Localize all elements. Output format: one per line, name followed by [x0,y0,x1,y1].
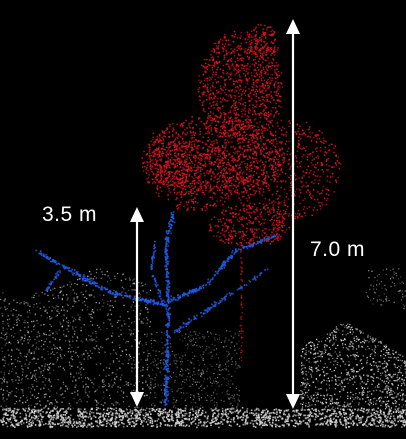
total-height-arrow [286,19,300,409]
arrowhead-down-icon [130,392,144,407]
arrowhead-down-icon [286,394,300,409]
arrowhead-up-icon [286,19,300,34]
stem-points [35,211,278,406]
lower-height-arrow [130,207,144,407]
crown-points [141,24,342,362]
arrowhead-up-icon [130,207,144,222]
ground-points [0,268,406,429]
total-height-label: 7.0 m [310,238,366,261]
lower-height-label: 3.5 m [42,203,98,226]
